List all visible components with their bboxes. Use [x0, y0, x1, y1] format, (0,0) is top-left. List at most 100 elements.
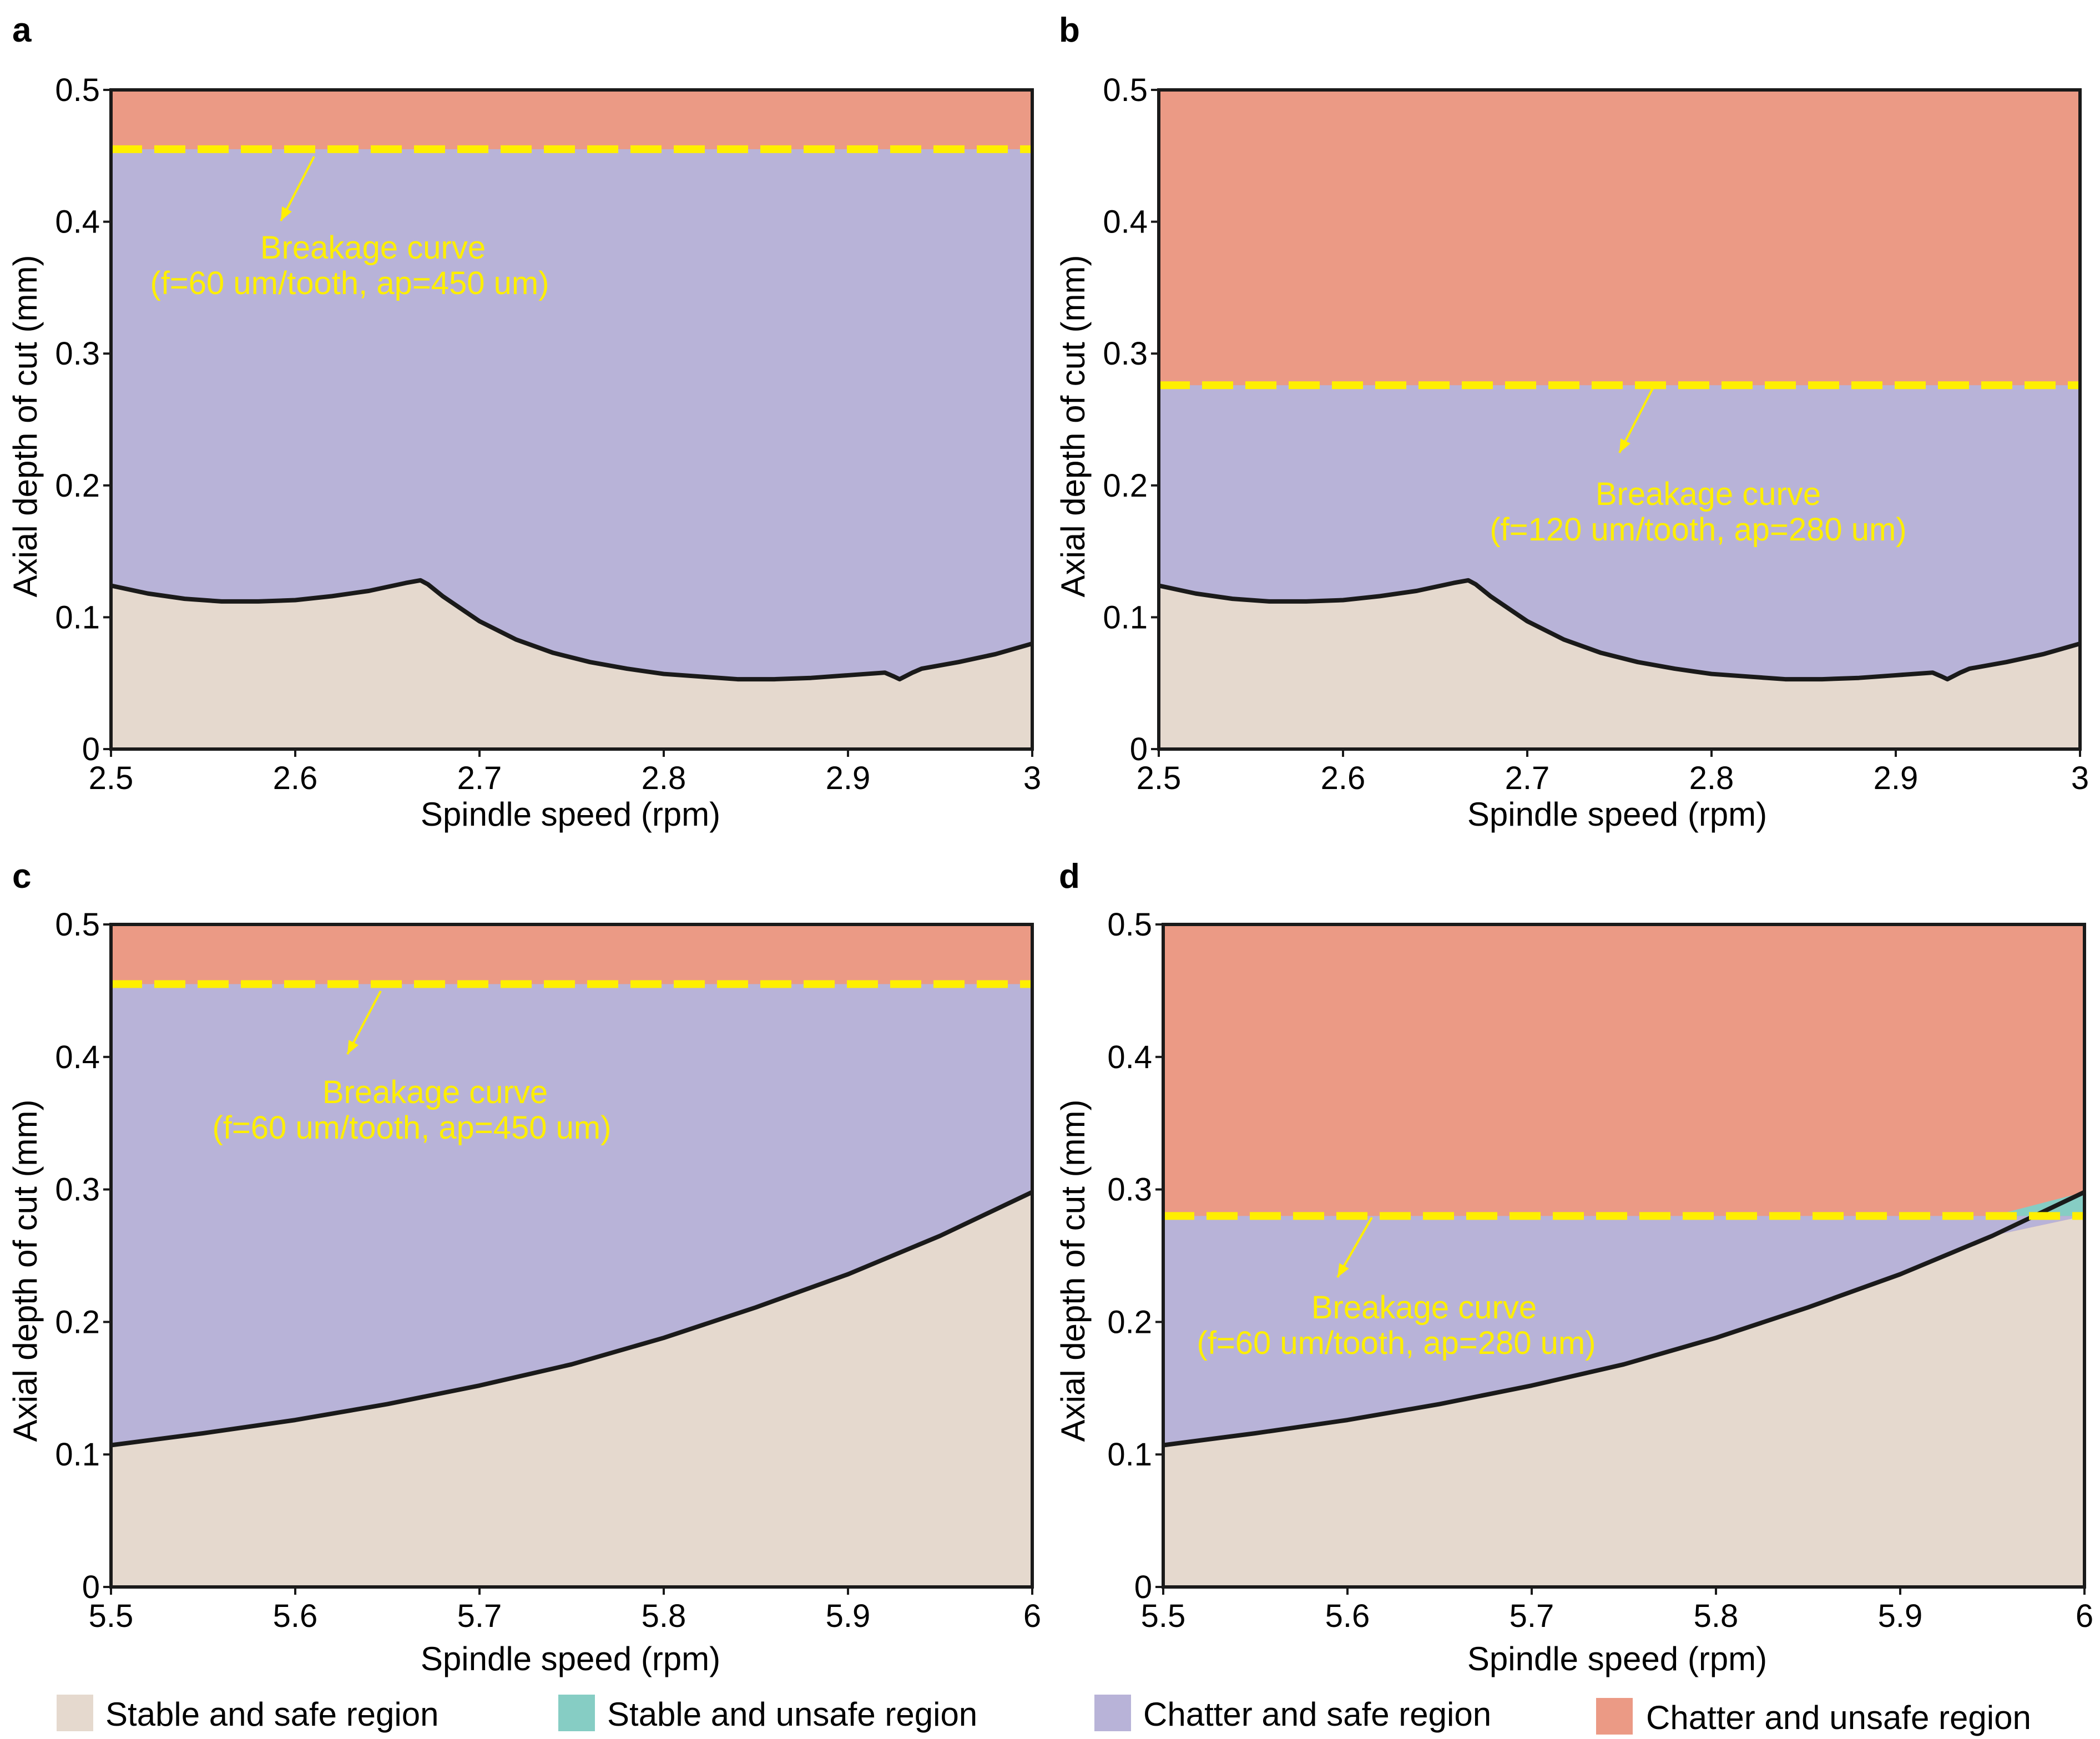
annotation-title: Breakage curve	[1311, 1290, 1537, 1326]
panel-letter: d	[1059, 857, 1080, 896]
x-tick-label: 5.8	[1694, 1598, 1739, 1634]
stability-boundary-line	[110, 1190, 1033, 1448]
y-tick-label: 0.2	[1103, 468, 1148, 504]
y-tick-label: 0	[1134, 1569, 1152, 1605]
x-tick-label: 2.8	[1689, 760, 1734, 796]
panel-b: 2.5 2.6 2.7 2.8 2.9 3 0 0.1 0.2 0.3 0.4 0.5 b Break…	[1054, 11, 2089, 833]
chatter-safe-region	[1163, 1216, 2084, 1445]
x-axis-label: Spindle speed (rpm)	[421, 796, 720, 833]
x-axis-label: Spindle speed (rpm)	[421, 1640, 720, 1677]
plot-frame	[109, 88, 1034, 751]
y-tick-label: 0.5	[1103, 72, 1148, 108]
y-tick-label: 0.3	[1103, 336, 1148, 372]
x-tick-label: 5.6	[273, 1598, 318, 1634]
x-axis-label: Spindle speed (rpm)	[1467, 796, 1767, 833]
x-tick-label: 2.7	[1505, 760, 1550, 796]
x-tick-label: 5.7	[457, 1598, 502, 1634]
legend-label-stable-unsafe: Stable and unsafe region	[607, 1696, 977, 1733]
y-tick-label: 0.4	[55, 1039, 100, 1075]
y-tick-label: 0	[1130, 731, 1148, 767]
legend-label-chatter-unsafe: Chatter and unsafe region	[1646, 1699, 2031, 1736]
x-tick-label: 5.5	[89, 1598, 134, 1634]
x-tick-label: 2.6	[273, 760, 318, 796]
annotation-arrowhead	[281, 206, 292, 221]
x-tick-label: 3	[2071, 760, 2089, 796]
x-tick-label: 5.6	[1325, 1598, 1370, 1634]
y-axis-label: Axial depth of cut (mm)	[1054, 255, 1092, 598]
legend-label-chatter-safe: Chatter and safe region	[1143, 1696, 1491, 1733]
panel-letter: c	[12, 857, 31, 896]
stable-safe-region	[111, 580, 1032, 749]
y-axis-label: Axial depth of cut (mm)	[7, 255, 44, 598]
stable-safe-region	[1159, 580, 2080, 749]
y-tick-label: 0.3	[55, 1172, 100, 1208]
panel-d: 5.5 5.6 5.7 5.8 5.9 6 0 0.1 0.2 0.3 0.4 0.5 d Break…	[1054, 857, 2093, 1677]
y-tick-label: 0.4	[55, 204, 100, 240]
y-tick-label: 0.2	[55, 468, 100, 504]
annotation-arrowhead	[347, 1040, 359, 1054]
chatter-safe-region	[111, 149, 1032, 680]
y-tick-label: 0.4	[1103, 204, 1148, 240]
legend-label-stable-safe: Stable and safe region	[105, 1696, 438, 1733]
y-axis-label: Axial depth of cut (mm)	[1054, 1100, 1092, 1442]
y-tick-label: 0.2	[1107, 1304, 1152, 1340]
y-tick-label: 0.2	[55, 1304, 100, 1340]
x-tick-label: 6	[1023, 1598, 1041, 1634]
y-tick-label: 0.5	[1107, 907, 1152, 943]
x-tick-label: 5.8	[642, 1598, 686, 1634]
y-axis-label: Axial depth of cut (mm)	[7, 1100, 44, 1442]
legend-swatch-chatter-safe	[1094, 1695, 1131, 1731]
y-tick-label: 0.1	[1103, 599, 1148, 635]
stability-boundary-line	[1158, 578, 2081, 682]
legend-swatch-chatter-unsafe	[1596, 1698, 1633, 1735]
y-tick-label: 0.5	[55, 72, 100, 108]
y-tick-label: 0.1	[1107, 1437, 1152, 1473]
plot-frame	[1157, 88, 2082, 751]
x-tick-label: 5.9	[1878, 1598, 1923, 1634]
x-tick-label: 2.9	[1874, 760, 1919, 796]
panel-c: 5.5 5.6 5.7 5.8 5.9 6 0 0.1 0.2 0.3 0.4 0.5 c Break…	[7, 857, 1041, 1677]
annotation-params: (f=60 um/tooth, ap=280 um)	[1197, 1325, 1596, 1361]
plot-frame	[109, 923, 1034, 1589]
x-tick-label: 2.5	[1137, 760, 1182, 796]
x-tick-label: 5.5	[1141, 1598, 1186, 1634]
chatter-safe-region	[1159, 385, 2080, 680]
x-tick-label: 2.5	[89, 760, 134, 796]
x-axis-label: Spindle speed (rpm)	[1467, 1640, 1767, 1677]
y-tick-label: 0	[82, 731, 100, 767]
annotation-arrowhead	[1619, 438, 1630, 453]
y-tick-label: 0.3	[1107, 1172, 1152, 1208]
plot-area: 2.5 2.6 2.7 2.8 2.9 3 0 0.1 0.2 0.3 0.4 0.5	[1103, 72, 2089, 796]
legend-swatch-stable-safe	[57, 1695, 93, 1731]
x-tick-label: 6	[2076, 1598, 2093, 1634]
x-tick-label: 2.6	[1321, 760, 1366, 796]
legend-swatch-stable-unsafe	[558, 1695, 595, 1731]
plot-area: 5.5 5.6 5.7 5.8 5.9 6 0 0.1 0.2 0.3 0.4 0.5	[1107, 907, 2093, 1634]
x-tick-label: 2.7	[457, 760, 502, 796]
plot-area: 5.5 5.6 5.7 5.8 5.9 6 0 0.1 0.2 0.3 0.4 0.5	[55, 907, 1041, 1634]
stable-safe-region	[1163, 1216, 2084, 1587]
y-tick-label: 0	[82, 1569, 100, 1605]
annotation-params: (f=120 um/tooth, ap=280 um)	[1490, 512, 1906, 548]
legend: Stable and safe region Stable and unsafe…	[57, 1695, 2031, 1736]
y-tick-label: 0.4	[1107, 1039, 1152, 1075]
panel-letter: a	[12, 11, 32, 49]
annotation-params: (f=60 um/tooth, ap=450 um)	[213, 1110, 612, 1146]
annotation-title: Breakage curve	[1596, 476, 1821, 512]
panel-a: 2.5 2.6 2.7 2.8 2.9 3 0 0.1 0.2 0.3 0.4 0.5 a Break…	[7, 11, 1041, 833]
panel-letter: b	[1059, 11, 1080, 49]
stability-boundary-line	[110, 578, 1033, 682]
plot-area: 2.5 2.6 2.7 2.8 2.9 3 0 0.1 0.2 0.3 0.4 0.5	[55, 72, 1041, 796]
plot-frame	[1162, 923, 2086, 1589]
annotation-params: (f=60 um/tooth, ap=450 um)	[150, 265, 549, 301]
x-tick-label: 2.8	[642, 760, 686, 796]
y-tick-label: 0.5	[55, 907, 100, 943]
x-tick-label: 2.9	[826, 760, 871, 796]
y-tick-label: 0.1	[55, 1437, 100, 1473]
annotation-title: Breakage curve	[322, 1074, 548, 1110]
y-tick-label: 0.1	[55, 599, 100, 635]
x-tick-label: 5.7	[1510, 1598, 1554, 1634]
annotation-arrowhead	[1337, 1263, 1349, 1277]
x-tick-label: 3	[1023, 760, 1041, 796]
